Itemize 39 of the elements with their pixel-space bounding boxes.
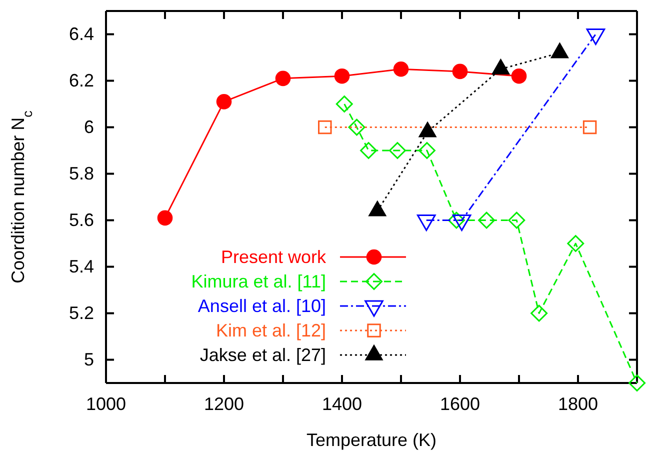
y-tick-label: 5 [84,350,94,370]
point [628,374,646,392]
x-tick-label: 1800 [558,394,598,414]
point [216,94,232,110]
point [511,68,527,84]
legend-label: Present work [220,247,327,267]
point [582,120,597,134]
x-tick-label: 1200 [204,394,244,414]
x-axis-title: Temperature (K) [306,430,437,450]
point [530,304,548,322]
y-tick-label: 5.6 [68,210,94,230]
point [275,70,291,86]
y-tick-label: 6 [84,117,94,138]
point [360,142,378,159]
x-tick-label: 1400 [322,394,362,414]
legend-label: Ansell et al. [10] [198,296,326,316]
point [348,118,366,136]
point [393,61,409,77]
point [452,64,468,80]
point [508,212,526,229]
point [336,96,353,112]
point [318,120,332,134]
point [418,142,436,159]
x-tick-label: 1000 [86,394,126,414]
point [448,212,465,229]
legend-label: Kim et al. [12] [216,320,326,340]
point [388,142,406,159]
y-tick-label: 6.4 [68,24,94,44]
y-tick-label: 5.4 [68,256,94,277]
point [157,210,173,226]
legend-label: Kimura et al. [11] [191,272,326,292]
point [478,212,496,229]
y-tick-label: 5.2 [68,303,94,324]
point [334,68,350,84]
point [567,235,584,252]
y-tick-label: 6.2 [68,70,94,91]
legend-label: Jakse et al. [27] [200,345,326,365]
x-tick-label: 1600 [440,394,480,414]
y-tick-label: 5.8 [68,164,94,184]
